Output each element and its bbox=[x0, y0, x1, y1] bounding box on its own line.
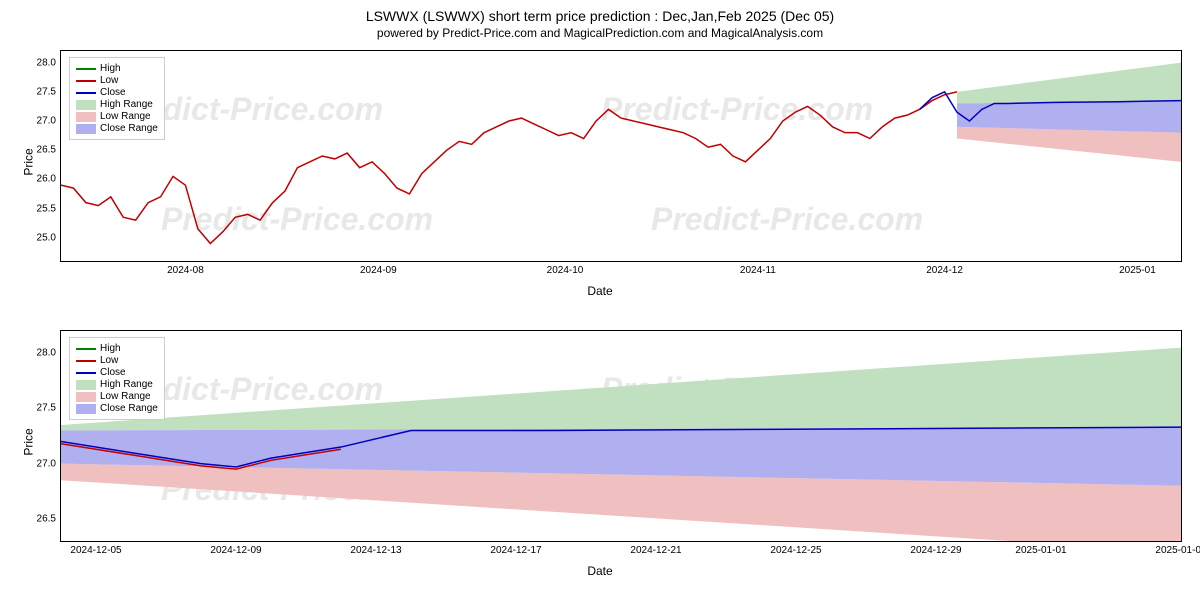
legend-item: High Range bbox=[76, 379, 158, 390]
chart-title: LSWWX (LSWWX) short term price predictio… bbox=[0, 0, 1200, 24]
legend-swatch bbox=[76, 404, 96, 414]
legend-item: Low bbox=[76, 75, 158, 86]
x-tick-label: 2024-12-17 bbox=[490, 545, 541, 556]
legend-label: Close Range bbox=[100, 403, 158, 414]
legend-swatch bbox=[76, 392, 96, 402]
legend-swatch bbox=[76, 124, 96, 134]
legend-swatch bbox=[76, 100, 96, 110]
legend-box: HighLowCloseHigh RangeLow RangeClose Ran… bbox=[69, 57, 165, 140]
y-tick-label: 27.5 bbox=[37, 86, 56, 97]
x-tick-label: 2024-09 bbox=[360, 265, 397, 276]
x-tick-label: 2024-12-29 bbox=[910, 545, 961, 556]
top-chart-panel: Predict-Price.com Predict-Price.com Pred… bbox=[60, 50, 1182, 262]
legend-item: High Range bbox=[76, 99, 158, 110]
legend-label: Low bbox=[100, 355, 118, 366]
x-tick-label: 2024-10 bbox=[547, 265, 584, 276]
top-chart-svg bbox=[61, 51, 1181, 261]
x-tick-label: 2024-12-13 bbox=[350, 545, 401, 556]
y-tick-label: 28.0 bbox=[37, 57, 56, 68]
x-axis-label: Date bbox=[587, 284, 612, 298]
y-tick-label: 26.5 bbox=[37, 513, 56, 524]
legend-item: High bbox=[76, 343, 158, 354]
y-tick-label: 28.0 bbox=[37, 348, 56, 359]
y-tick-label: 27.0 bbox=[37, 458, 56, 469]
bottom-chart-svg bbox=[61, 331, 1181, 541]
y-axis-label: Price bbox=[22, 148, 36, 175]
legend-box: HighLowCloseHigh RangeLow RangeClose Ran… bbox=[69, 337, 165, 420]
legend-label: High bbox=[100, 63, 121, 74]
x-tick-label: 2025-01-05 bbox=[1155, 545, 1200, 556]
x-tick-label: 2024-12-05 bbox=[70, 545, 121, 556]
x-tick-label: 2024-12-21 bbox=[630, 545, 681, 556]
legend-label: Low Range bbox=[100, 391, 151, 402]
legend-swatch bbox=[76, 360, 96, 362]
legend-swatch bbox=[76, 92, 96, 94]
y-tick-label: 26.5 bbox=[37, 145, 56, 156]
legend-item: High bbox=[76, 63, 158, 74]
legend-swatch bbox=[76, 372, 96, 374]
x-tick-label: 2025-01 bbox=[1119, 265, 1156, 276]
legend-swatch bbox=[76, 112, 96, 122]
x-axis-label: Date bbox=[587, 564, 612, 578]
legend-item: Close Range bbox=[76, 123, 158, 134]
legend-item: Low bbox=[76, 355, 158, 366]
x-tick-label: 2024-11 bbox=[740, 265, 776, 276]
legend-label: Low bbox=[100, 75, 118, 86]
legend-label: Close bbox=[100, 87, 126, 98]
legend-swatch bbox=[76, 68, 96, 70]
y-tick-label: 26.0 bbox=[37, 174, 56, 185]
y-tick-label: 25.5 bbox=[37, 203, 56, 214]
legend-item: Low Range bbox=[76, 111, 158, 122]
legend-label: High bbox=[100, 343, 121, 354]
legend-label: Close bbox=[100, 367, 126, 378]
x-tick-label: 2025-01-01 bbox=[1015, 545, 1066, 556]
chart-subtitle: powered by Predict-Price.com and Magical… bbox=[0, 24, 1200, 40]
chart-container: LSWWX (LSWWX) short term price predictio… bbox=[0, 0, 1200, 600]
bottom-chart-panel: Predict-Price.com Predict-Price.com Pred… bbox=[60, 330, 1182, 542]
legend-swatch bbox=[76, 80, 96, 82]
y-tick-label: 27.0 bbox=[37, 116, 56, 127]
legend-label: Low Range bbox=[100, 111, 151, 122]
legend-swatch bbox=[76, 348, 96, 350]
x-tick-label: 2024-12 bbox=[926, 265, 963, 276]
x-tick-label: 2024-12-25 bbox=[770, 545, 821, 556]
legend-item: Close Range bbox=[76, 403, 158, 414]
y-axis-label: Price bbox=[22, 428, 36, 455]
legend-item: Close bbox=[76, 367, 158, 378]
legend-label: High Range bbox=[100, 99, 153, 110]
y-tick-label: 27.5 bbox=[37, 403, 56, 414]
legend-label: Close Range bbox=[100, 123, 158, 134]
legend-swatch bbox=[76, 380, 96, 390]
legend-item: Close bbox=[76, 87, 158, 98]
legend-label: High Range bbox=[100, 379, 153, 390]
y-tick-label: 25.0 bbox=[37, 232, 56, 243]
legend-item: Low Range bbox=[76, 391, 158, 402]
x-tick-label: 2024-08 bbox=[167, 265, 204, 276]
x-tick-label: 2024-12-09 bbox=[210, 545, 261, 556]
